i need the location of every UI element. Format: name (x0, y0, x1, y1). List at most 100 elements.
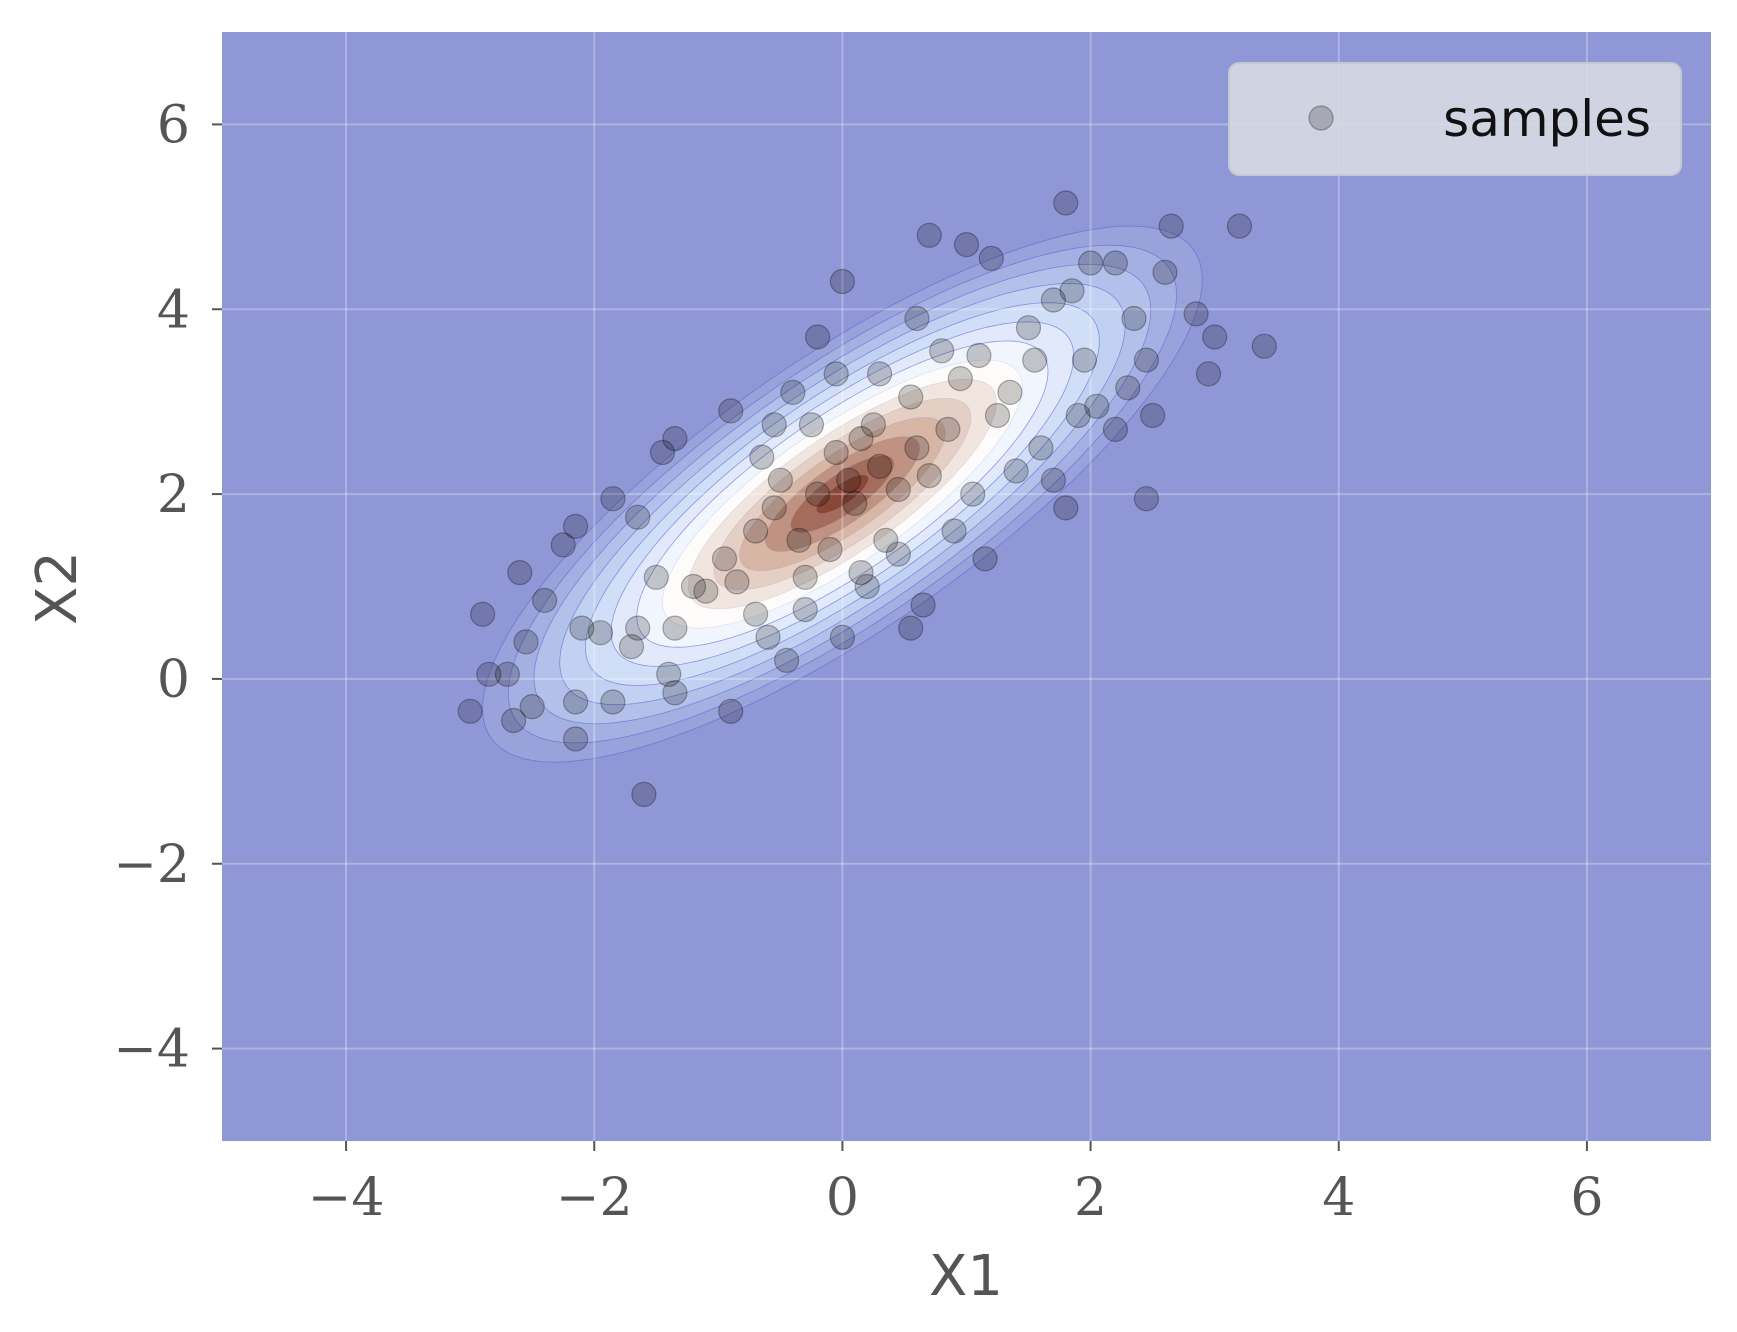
sample-point (1152, 259, 1178, 285)
sample-point (898, 384, 924, 410)
sample-point (476, 661, 502, 687)
sample-point (693, 578, 719, 604)
sample-point (1251, 333, 1277, 359)
y-tick-label: 4 (157, 280, 190, 340)
sample-point (1102, 250, 1129, 276)
sample-point (761, 412, 787, 438)
sample-point (916, 222, 942, 248)
sample-point (500, 707, 527, 734)
sample-point (1226, 213, 1253, 239)
y-axis-label: X2 (25, 551, 90, 625)
sample-point (848, 559, 874, 586)
sample-point (649, 439, 676, 466)
sample-point (550, 532, 576, 558)
sample-point (848, 426, 874, 452)
sample-point (643, 564, 669, 590)
sample-point (724, 569, 750, 595)
x-axis-label: X1 (929, 1244, 1003, 1309)
sample-point (656, 661, 682, 687)
sample-point (898, 615, 924, 641)
sample-point (662, 426, 688, 452)
sample-point (960, 481, 986, 507)
sample-point (866, 361, 893, 387)
sample-point (507, 559, 533, 586)
sample-point (780, 379, 806, 405)
sample-point (978, 245, 1004, 271)
sample-point (1053, 190, 1079, 216)
sample-point (941, 518, 967, 544)
sample-point (953, 232, 980, 258)
sample-point (804, 481, 831, 507)
y-tick-label: 2 (157, 465, 190, 525)
sample-point (742, 518, 769, 544)
sample-point (1022, 347, 1048, 373)
sample-point (600, 689, 626, 715)
sample-point (457, 698, 483, 724)
sample-point (742, 601, 769, 627)
sample-point (773, 647, 800, 674)
sample-point (618, 633, 645, 660)
sample-point (1015, 315, 1042, 341)
sample-point (1121, 305, 1147, 332)
y-axis-ticks: −4 −2 0 2 4 6 (113, 95, 222, 1080)
sample-point (823, 439, 849, 466)
sample-point (910, 592, 936, 618)
sample-point (1115, 375, 1141, 401)
sample-point (1139, 402, 1166, 429)
sample-point (711, 546, 738, 572)
sample-point (749, 444, 775, 470)
legend-box (1228, 62, 1682, 176)
sample-point (562, 689, 589, 715)
sample-point (494, 661, 520, 687)
grid-lines (222, 32, 1711, 1141)
x-tick-label: −2 (556, 1168, 633, 1228)
x-tick-label: −4 (308, 1168, 385, 1228)
y-tick-label: −4 (113, 1020, 190, 1080)
y-tick-label: −2 (113, 835, 190, 895)
x-tick-label: 0 (826, 1168, 859, 1228)
sample-point (835, 467, 862, 493)
sample-point (718, 398, 744, 424)
sample-point (662, 615, 688, 641)
sample-point (1084, 393, 1110, 419)
sample-point (997, 379, 1023, 405)
sample-point (562, 513, 589, 540)
density-contour-layer (482, 225, 1203, 763)
sample-point (1071, 347, 1098, 373)
sample-point (587, 620, 614, 646)
sample-point (786, 527, 812, 553)
sample-point (1158, 213, 1184, 239)
sample-point (470, 601, 496, 627)
sample-point (885, 541, 911, 567)
density-contour-level (816, 474, 869, 514)
sample-point (904, 435, 930, 461)
sample-point (792, 564, 818, 590)
sample-point (767, 467, 794, 493)
sample-point (625, 504, 651, 530)
sample-point (1102, 416, 1129, 442)
sample-point (885, 476, 911, 503)
sample-point (966, 342, 992, 369)
legend: samples (1228, 62, 1682, 176)
sample-point (792, 596, 818, 623)
sample-point (798, 412, 825, 438)
sample-point (873, 527, 899, 553)
sample-point (519, 693, 545, 720)
y-tick-label: 6 (157, 95, 190, 155)
sample-point (817, 536, 843, 563)
sample-point (947, 366, 973, 392)
plot-background (222, 32, 1711, 1141)
sample-point (804, 324, 831, 350)
y-tick-label: 0 (157, 650, 190, 710)
x-axis-ticks: −4 −2 0 2 4 6 (308, 1141, 1603, 1228)
sample-point (1195, 361, 1222, 387)
x-tick-label: 6 (1570, 1168, 1603, 1228)
sample-point (935, 416, 961, 442)
sample-point (866, 453, 893, 479)
sample-point (829, 624, 856, 650)
x-tick-label: 4 (1322, 1168, 1355, 1228)
sample-point (860, 412, 887, 438)
sample-point (755, 624, 781, 650)
